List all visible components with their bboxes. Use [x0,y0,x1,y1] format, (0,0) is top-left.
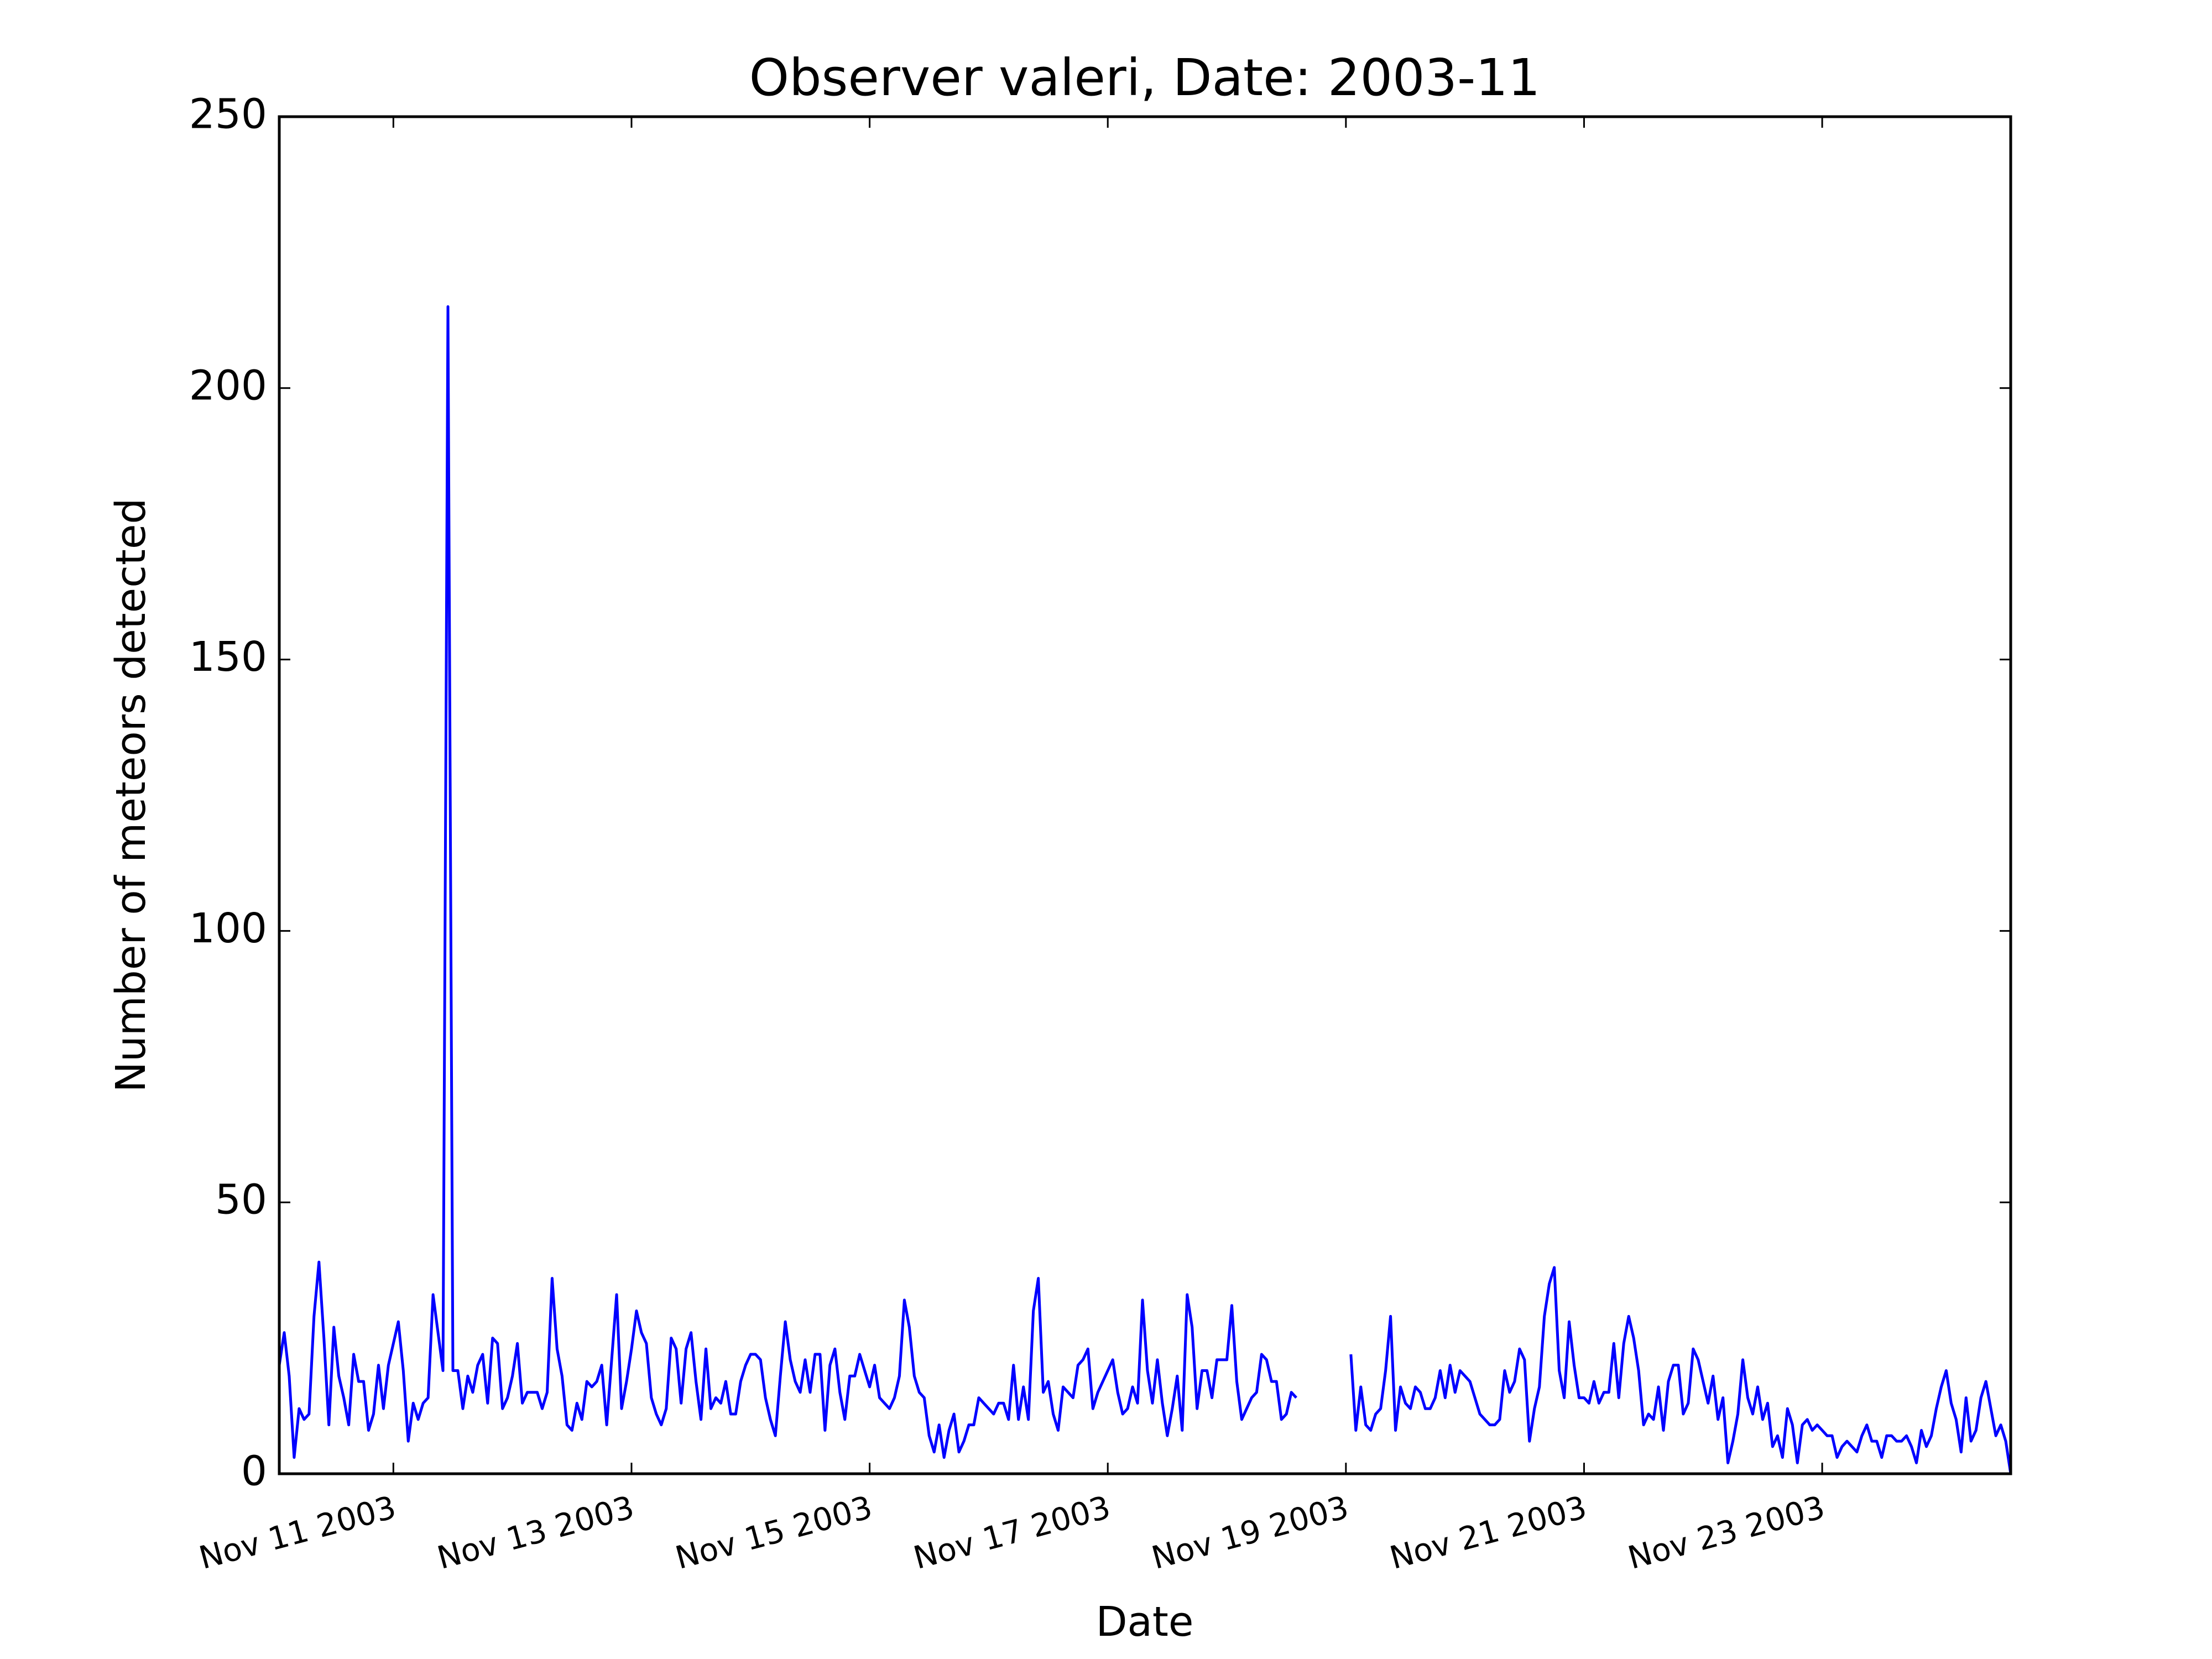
x-tick-label: Nov 11 2003 [195,1489,400,1577]
y-tick-label: 50 [215,1176,267,1224]
plot-frame [278,115,2012,1475]
chart-title: Observer valeri, Date: 2003-11 [749,48,1541,107]
data-line [278,305,2012,1474]
x-tick-label: Nov 17 2003 [910,1489,1114,1577]
x-tick-label: Nov 13 2003 [434,1489,638,1577]
x-axis-label: Date [1096,1598,1194,1646]
x-tick-label: Nov 23 2003 [1624,1489,1829,1577]
y-tick-label: 0 [241,1448,267,1495]
y-tick-label: 200 [189,362,267,409]
x-tick-label: Nov 15 2003 [671,1489,876,1577]
y-axis-label: Number of meteors detected [107,498,155,1093]
y-tick-label: 150 [189,633,267,681]
x-tick-label: Nov 19 2003 [1148,1489,1353,1577]
y-tick-label: 100 [189,905,267,952]
y-tick-label: 250 [189,91,267,138]
x-tick-label: Nov 21 2003 [1386,1489,1590,1577]
